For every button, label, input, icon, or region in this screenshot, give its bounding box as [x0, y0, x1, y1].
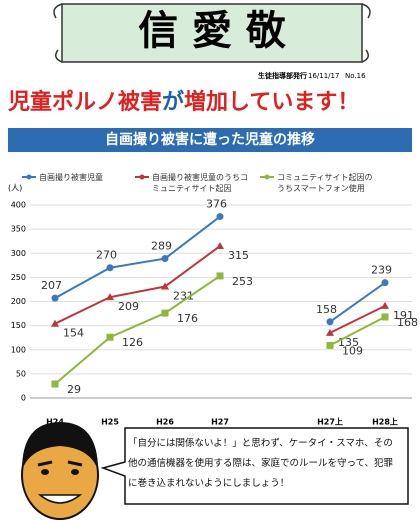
series-line	[54, 215, 386, 323]
headline: 児童ポルノ被害が増加しています！	[7, 89, 359, 115]
legend-marker	[264, 174, 270, 180]
message: 「自分には関係ないよ！」と思わず、ケータイ・スマホ、その他の通信機器を使用する際…	[128, 438, 394, 489]
y-tick-label: 100	[11, 345, 26, 354]
chart: 0 50 100 150 200 250 300 350 400 H24 H25 H26 H27 H27上…	[11, 198, 418, 427]
headline-part: が	[162, 89, 184, 115]
y-axis-label: (人)	[8, 184, 22, 193]
headline-part: 児童ポルノ被害	[7, 89, 162, 115]
marker	[326, 341, 334, 349]
legend-marker	[26, 174, 32, 180]
speech-bubble	[100, 427, 409, 505]
data-label: 29	[67, 383, 81, 396]
data-label: 154	[63, 327, 84, 340]
marker	[326, 328, 334, 336]
issue-number: No.16	[345, 72, 366, 80]
chart-title: 自画撮り被害に遭った児童の推移	[105, 131, 315, 148]
legend-entry: 自画撮り被害児童	[39, 173, 103, 182]
marker	[51, 319, 59, 327]
headline-part: 増加しています！	[184, 89, 359, 115]
data-label: 126	[122, 336, 143, 349]
marker	[216, 242, 224, 250]
banner	[61, 3, 363, 63]
x-tick-label: H26	[156, 418, 174, 427]
x-tick-label: H25	[101, 418, 119, 427]
scroll-curl	[53, 3, 371, 63]
data-label: 168	[397, 316, 418, 329]
marker	[381, 279, 389, 287]
marker	[381, 301, 389, 309]
y-tick-label: 400	[11, 201, 26, 210]
x-tick-label: H28上	[372, 417, 398, 427]
marker	[381, 313, 389, 321]
marker	[51, 380, 59, 388]
data-label: 253	[232, 275, 253, 288]
data-label: 289	[151, 240, 172, 253]
y-tick-label: 350	[11, 225, 26, 234]
marker	[326, 318, 334, 326]
legend-entry: コミュニティサイト起因のうちスマートフォン使用	[277, 173, 373, 193]
marker	[161, 255, 169, 263]
data-label: 231	[173, 290, 194, 303]
legend-marker	[139, 174, 145, 180]
marker	[161, 309, 169, 317]
data-label: 239	[371, 264, 392, 277]
face	[21, 422, 99, 520]
data-label: 109	[342, 344, 363, 357]
marker	[161, 282, 169, 290]
legend-entry: 自画撮り被害児童のうちコミュニティサイト起因	[152, 173, 248, 193]
x-tick-label: H27上	[317, 417, 343, 427]
data-label: 376	[206, 198, 227, 211]
marker	[106, 293, 114, 301]
data-label: 315	[228, 249, 249, 262]
data-label: 209	[118, 300, 139, 313]
data-label: 191	[393, 309, 414, 322]
data-label: 158	[316, 303, 337, 316]
issuer: 生徒指導部発行	[258, 71, 307, 80]
y-tick-label: 0	[21, 394, 26, 403]
series-line	[54, 275, 386, 385]
marker	[51, 294, 59, 302]
marker	[106, 264, 114, 272]
data-label: 270	[96, 249, 117, 262]
title-bar	[8, 128, 412, 152]
x-tick-label: H27	[211, 418, 229, 427]
data-label: 176	[177, 312, 198, 325]
banner-title: 信 愛 敬	[138, 7, 287, 54]
issue-date: 16/11/17	[308, 72, 339, 80]
marker	[106, 333, 114, 341]
y-tick-label: 300	[11, 249, 26, 258]
y-tick-label: 200	[11, 297, 26, 306]
series-line	[54, 245, 386, 334]
x-tick-label: H24	[46, 418, 64, 427]
y-tick-label: 50	[16, 369, 26, 378]
y-tick-label: 250	[11, 273, 26, 282]
marker	[216, 213, 224, 221]
marker	[216, 272, 224, 280]
data-label: 207	[41, 279, 62, 292]
y-tick-label: 150	[11, 321, 26, 330]
